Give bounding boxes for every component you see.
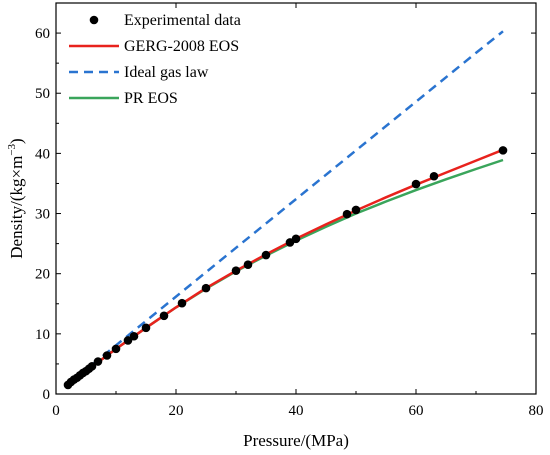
y-axis-title-exponent: −3 (6, 143, 18, 155)
data-point (342, 209, 352, 219)
ticks: 0 20 40 60 80 0 10 20 30 40 50 60 (35, 3, 544, 419)
y-axis-title-main: Density/(kg×m (7, 156, 26, 259)
data-point (87, 362, 97, 371)
legend-label-ideal-gas-law: Ideal gas law (124, 64, 209, 81)
x-tick-label: 80 (529, 403, 544, 419)
data-point (93, 357, 103, 366)
y-axis-title: Density/(kg×m−3) (6, 138, 26, 258)
data-point (429, 171, 439, 181)
y-tick-label: 20 (35, 267, 50, 283)
series-line-ideal-gas-law (67, 30, 504, 386)
series-line-gerg-2008-eos (67, 148, 504, 386)
y-tick-label: 10 (35, 327, 50, 343)
legend-label-experimental-data: Experimental data (124, 12, 241, 29)
y-tick-label: 0 (43, 387, 51, 403)
x-tick-label: 40 (289, 403, 304, 419)
data-point (177, 298, 187, 308)
data-point (123, 336, 133, 345)
data-point (231, 266, 241, 275)
y-tick-label: 40 (35, 146, 50, 162)
data-point (159, 311, 169, 321)
series-layer (63, 30, 508, 390)
data-point (129, 331, 139, 341)
data-point (291, 234, 301, 244)
y-tick-label: 50 (35, 86, 50, 102)
data-point (201, 283, 211, 293)
data-point (111, 344, 121, 354)
y-tick-label: 60 (35, 26, 50, 42)
x-tick-label: 20 (169, 403, 184, 419)
legend: Experimental data GERG-2008 EOS Ideal gas … (69, 12, 241, 107)
y-axis-title-close: ) (7, 138, 26, 144)
data-point (351, 205, 361, 215)
data-point (411, 179, 421, 189)
data-point (102, 351, 112, 360)
data-point (261, 250, 271, 260)
legend-label-gerg-2008-eos: GERG-2008 EOS (124, 38, 239, 55)
y-tick-label: 30 (35, 207, 50, 223)
x-axis-title: Pressure/(MPa) (243, 431, 349, 450)
data-point (498, 146, 508, 155)
x-tick-label: 60 (409, 403, 424, 419)
data-point (141, 323, 151, 333)
x-tick-label: 0 (52, 403, 60, 419)
series-line-pr-eos (67, 158, 504, 386)
legend-marker-experimental-data (89, 15, 99, 25)
data-point (243, 260, 253, 269)
legend-label-pr-eos: PR EOS (124, 90, 178, 107)
